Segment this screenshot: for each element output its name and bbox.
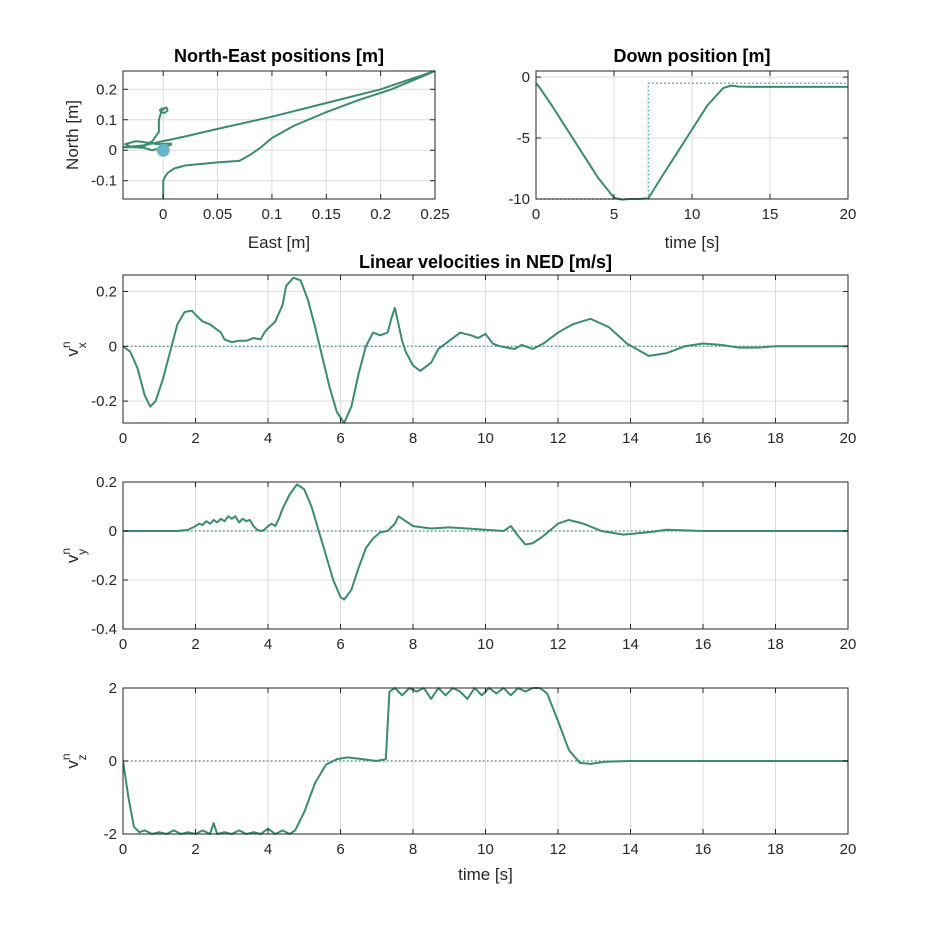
vx-series-group [123, 276, 848, 424]
down-xtick-label: 20 [840, 206, 857, 223]
ne-axes: 0 0.05 0.1 0.15 0.2 0.25 -0.1 0 0.1 0.2 North-East… [63, 46, 450, 252]
vy-ytick-label: -0.2 [91, 572, 117, 589]
vx-xtick-label: 18 [767, 430, 784, 447]
vy-xtick-label: 4 [264, 636, 272, 653]
vx-xtick-label: 10 [477, 430, 494, 447]
ne-ylabel: North [m] [63, 100, 82, 170]
vz-xlabel: time [s] [458, 865, 513, 884]
vy-xtick-label: 12 [550, 636, 567, 653]
ne-ytick-label: 0 [109, 142, 117, 159]
vx-ytick-label: 0.2 [96, 283, 117, 300]
vx-xtick-label: 2 [191, 430, 199, 447]
vz-xtick-label: 2 [191, 841, 199, 858]
vz-xtick-label: 12 [550, 841, 567, 858]
vy-xtick-label: 18 [767, 636, 784, 653]
ne-series-actual-1 [124, 106, 172, 149]
vy-series-actual-0 [123, 483, 848, 601]
vx-title: Linear velocities in NED [m/s] [359, 252, 612, 272]
vx-xtick-label: 12 [550, 430, 567, 447]
vx-ylabel: vn x [59, 341, 89, 356]
ne-xlabel: East [m] [248, 233, 310, 252]
ne-ytick-label: 0.2 [96, 81, 117, 98]
vy-xtick-label: 10 [477, 636, 494, 653]
vx-xtick-label: 4 [264, 430, 272, 447]
down-ytick-label: 0 [522, 69, 530, 86]
vy-ylabel-sub: y [75, 549, 89, 555]
vx-ylabel-base: v [63, 348, 82, 357]
down-title: Down position [m] [614, 46, 771, 66]
vz-ylabel: vn z [59, 753, 89, 768]
vz-xtick-label: 20 [840, 841, 857, 858]
vz-xtick-label: 16 [695, 841, 712, 858]
vz-ytick-label: 0 [109, 753, 117, 770]
vx-ytick-label: -0.2 [91, 393, 117, 410]
ne-title: North-East positions [m] [174, 46, 384, 66]
down-xtick-label: 15 [762, 206, 779, 223]
down-xtick-label: 0 [532, 206, 540, 223]
vy-xtick-label: 2 [191, 636, 199, 653]
vx-series-actual-0 [123, 276, 848, 424]
ne-ylabel-base: North [m] [63, 100, 82, 170]
vz-ylabel-base: v [63, 760, 82, 769]
vy-xtick-label: 16 [695, 636, 712, 653]
ne-target-marker [156, 143, 170, 157]
vy-ytick-label: 0.2 [96, 474, 117, 491]
vy-xtick-label: 14 [622, 636, 639, 653]
ne-series-group [123, 70, 435, 199]
down-xtick-label: 10 [684, 206, 701, 223]
ne-xtick-label: 0.05 [203, 206, 232, 223]
vy-series-group [123, 483, 848, 601]
ne-ytick-label: 0.1 [96, 112, 117, 129]
down-xtick-label: 5 [610, 206, 618, 223]
vz-ylabel-sub: z [75, 754, 89, 760]
vy-xtick-label: 20 [840, 636, 857, 653]
vx-xtick-label: 16 [695, 430, 712, 447]
ne-xtick-label: 0.25 [420, 206, 449, 223]
vy-ylabel-sup: n [59, 548, 73, 555]
vx-ytick-label: 0 [109, 338, 117, 355]
vx-ylabel-sub: x [75, 342, 89, 348]
vz-ylabel-sup: n [59, 753, 73, 760]
down-ytick-label: -5 [517, 130, 530, 147]
down-xlabel: time [s] [665, 233, 720, 252]
ne-frame [122, 70, 436, 200]
vx-xtick-label: 0 [119, 430, 127, 447]
vy-ylabel-base: v [63, 554, 82, 563]
vz-xtick-label: 18 [767, 841, 784, 858]
vz-xtick-label: 0 [119, 841, 127, 858]
vx-xtick-label: 20 [840, 430, 857, 447]
vy-ytick-label: 0 [109, 523, 117, 540]
vy-xtick-label: 8 [409, 636, 417, 653]
vz-xtick-label: 8 [409, 841, 417, 858]
vy-xtick-label: 0 [119, 636, 127, 653]
vy-axes: 0 2 4 6 8 10 12 14 16 18 20 -0.4 -0.2 0 0.2 vn y [59, 474, 856, 653]
ne-xtick-label: 0.15 [312, 206, 341, 223]
vy-ytick-label: -0.4 [91, 621, 117, 638]
vz-ytick-label: -2 [104, 826, 117, 843]
ne-xtick-label: 0.1 [262, 206, 283, 223]
vx-xtick-label: 8 [409, 430, 417, 447]
vx-xtick-label: 14 [622, 430, 639, 447]
vz-xtick-label: 4 [264, 841, 272, 858]
ne-ytick-label: -0.1 [91, 173, 117, 190]
vx-axes: 0 2 4 6 8 10 12 14 16 18 20 -0.2 0 0.2 Linear velociti… [59, 252, 856, 447]
vz-xtick-label: 6 [336, 841, 344, 858]
vy-ylabel: vn y [59, 548, 89, 563]
vx-ylabel-sup: n [59, 341, 73, 348]
ne-xtick-label: 0.2 [370, 206, 391, 223]
vz-ytick-label: 2 [109, 680, 117, 697]
down-ytick-label: -10 [508, 191, 530, 208]
vx-xtick-label: 6 [336, 430, 344, 447]
vy-xtick-label: 6 [336, 636, 344, 653]
ne-xtick-label: 0 [159, 206, 167, 223]
vz-xtick-label: 14 [622, 841, 639, 858]
down-axes: 0 5 10 15 20 -10 -5 0 Down position [m] time [s] [508, 46, 856, 252]
vz-xtick-label: 10 [477, 841, 494, 858]
